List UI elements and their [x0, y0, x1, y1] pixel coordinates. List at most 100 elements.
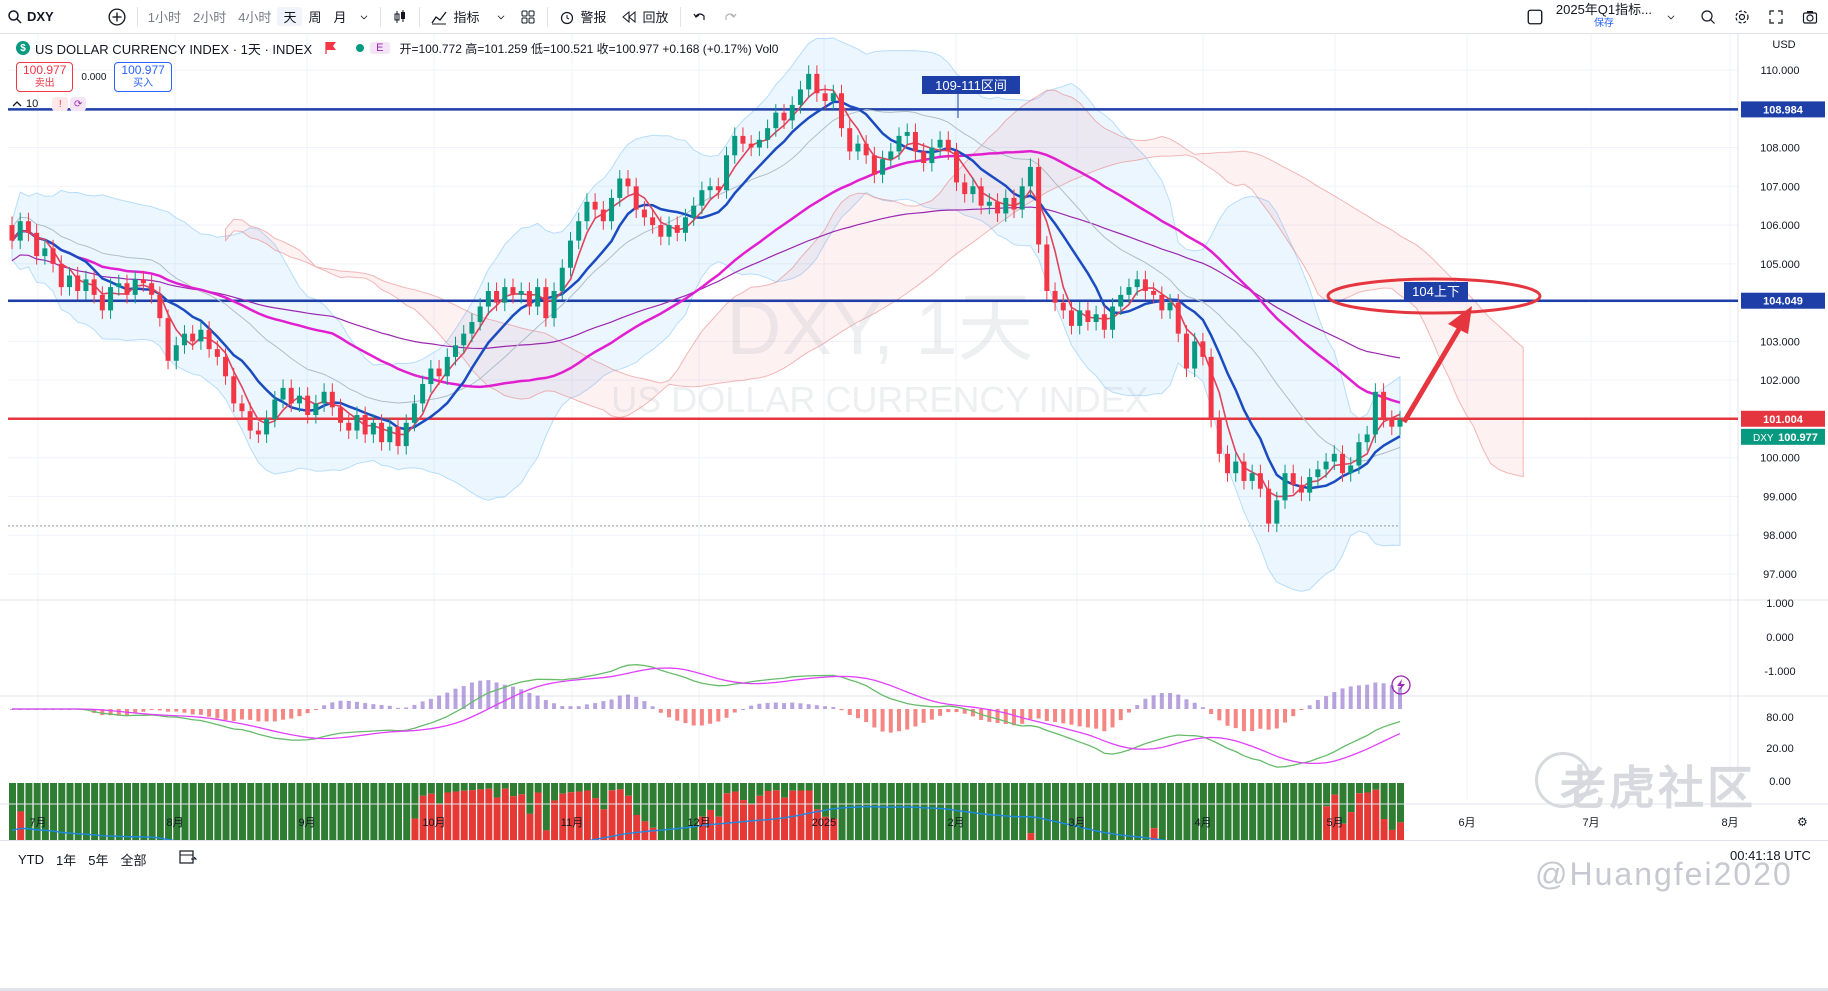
- macd-histogram-bar: [765, 702, 770, 709]
- osc-bar-top: [863, 783, 871, 842]
- macd-histogram-bar: [371, 704, 376, 709]
- interval-5[interactable]: 月: [333, 10, 347, 25]
- price-axis[interactable]: USD110.000109.000108.000107.000106.00010…: [1741, 39, 1825, 788]
- macd-histogram-bar: [486, 680, 491, 709]
- range-button-1[interactable]: 1年: [56, 853, 77, 868]
- osc-bar-top: [575, 783, 583, 792]
- candle-body: [707, 186, 713, 191]
- settings-icon[interactable]: [1734, 9, 1750, 25]
- quick-search-icon[interactable]: [1700, 9, 1716, 25]
- macd-histogram-bar: [1332, 692, 1337, 709]
- templates-button[interactable]: [513, 0, 543, 33]
- interval-0[interactable]: 1小时: [147, 10, 181, 25]
- candle-body: [444, 356, 450, 377]
- layout-square-icon[interactable]: [1526, 8, 1544, 26]
- camera-icon[interactable]: [1802, 9, 1818, 25]
- candle-body: [609, 197, 615, 222]
- buy-button[interactable]: 100.977 买入: [114, 62, 172, 92]
- interval-3[interactable]: 天: [277, 7, 303, 26]
- osc-bar-top: [1339, 783, 1347, 824]
- osc-bar-top: [682, 783, 690, 842]
- symbol-title[interactable]: US DOLLAR CURRENCY INDEX · 1天 · INDEX: [35, 41, 313, 57]
- fullscreen-icon[interactable]: [1768, 9, 1784, 25]
- candles-icon: [394, 9, 406, 23]
- price-tick-label: 103.000: [1760, 336, 1800, 348]
- lightning-icon[interactable]: [1391, 675, 1411, 695]
- utc-clock[interactable]: 00:41:18 UTC: [1730, 848, 1811, 863]
- candle-body: [17, 221, 23, 241]
- osc-bar-top: [173, 783, 181, 842]
- time-axis[interactable]: 7月 8月 9月 10月 11月 12月 2025 2月 3月 4月 5月 6月 7月 8月 ⚙: [0, 803, 1828, 829]
- interval-2[interactable]: 4小时: [238, 10, 272, 25]
- candle-body: [1159, 294, 1165, 311]
- osc-bar-top: [362, 783, 370, 842]
- chart-canvas[interactable]: DXY, 1天 US DOLLAR CURRENCY INDEX 17 109-…: [0, 34, 1828, 842]
- chevron-down-icon[interactable]: [1666, 9, 1676, 25]
- candle-body: [567, 240, 573, 268]
- interval-4[interactable]: 周: [308, 10, 322, 25]
- flag-icon[interactable]: [324, 41, 338, 55]
- macd-histogram-bar: [905, 709, 910, 730]
- symbol-search[interactable]: DXY: [0, 0, 61, 33]
- osc-bar-top: [222, 783, 230, 842]
- osc-bar-top: [74, 783, 82, 842]
- macd-histogram-bar: [198, 709, 203, 715]
- sell-button[interactable]: 100.977 卖出: [16, 62, 74, 92]
- candle-body: [247, 411, 253, 431]
- macd-histogram-bar: [798, 703, 803, 709]
- macd-histogram-bar: [724, 709, 729, 718]
- candle-body: [1298, 484, 1304, 493]
- osc-bar-bottom: [633, 815, 641, 842]
- replay-button[interactable]: 回放: [614, 0, 676, 33]
- osc-bar-bottom: [1323, 806, 1331, 842]
- candle-body: [165, 318, 171, 361]
- range-button-0[interactable]: YTD: [18, 852, 44, 867]
- osc-bar-top: [567, 783, 575, 793]
- layout-name-button[interactable]: 2025年Q1指标... 保存: [1556, 2, 1652, 31]
- redo-button[interactable]: [715, 0, 745, 33]
- candle-body: [978, 186, 984, 206]
- macd-line: [12, 664, 1401, 768]
- undo-button[interactable]: [685, 0, 715, 33]
- macd-histogram-bar: [305, 709, 310, 714]
- macd-histogram-bar: [683, 709, 688, 724]
- osc-bar-bottom: [452, 791, 460, 842]
- macd-histogram-bar: [100, 709, 105, 716]
- add-symbol-button[interactable]: [101, 0, 133, 33]
- range-button-3[interactable]: 全部: [120, 853, 147, 868]
- osc-bar-top: [1306, 783, 1314, 842]
- osc-bar-top: [427, 783, 435, 794]
- interval-dropdown[interactable]: [352, 0, 376, 33]
- candle-body: [58, 263, 64, 288]
- date-range-icon[interactable]: [178, 848, 198, 866]
- candle-body: [1372, 391, 1378, 435]
- osc-bar-bottom: [559, 793, 567, 842]
- osc-bar-top: [887, 783, 895, 842]
- earnings-badge[interactable]: E: [370, 42, 390, 54]
- interval-1[interactable]: 2小时: [192, 10, 227, 25]
- osc-bar-bottom: [1364, 792, 1372, 842]
- indicators-toggle[interactable]: 10 ! ⟳: [12, 97, 87, 111]
- range-button-2[interactable]: 5年: [88, 853, 109, 868]
- indicators-button[interactable]: 指标: [424, 0, 512, 33]
- osc-bar-top: [559, 783, 567, 794]
- candle-body: [535, 287, 541, 307]
- osc-bar-top: [1282, 783, 1290, 842]
- status-dot: [356, 44, 365, 52]
- chart-type-button[interactable]: [385, 0, 415, 33]
- price-tag-red-box: [1741, 410, 1825, 427]
- macd-histogram-bar: [264, 709, 269, 722]
- candle-body: [1044, 244, 1050, 291]
- top-toolbar: DXY 1小时 2小时 4小时天周月 指标 警报 回放 2025年Q1指标...: [0, 0, 1828, 34]
- alert-button[interactable]: 警报: [552, 0, 614, 33]
- macd-histogram-bar: [601, 701, 606, 709]
- candle-body: [617, 178, 623, 198]
- osc-bar-top: [509, 783, 517, 797]
- macd-histogram-bar: [790, 702, 795, 709]
- warning-icon[interactable]: !: [52, 97, 69, 111]
- candle-body: [9, 225, 15, 241]
- candle-body: [1340, 453, 1346, 474]
- refresh-icon[interactable]: ⟳: [70, 97, 87, 111]
- candle-body: [305, 395, 311, 416]
- osc-bar-top: [1199, 783, 1207, 842]
